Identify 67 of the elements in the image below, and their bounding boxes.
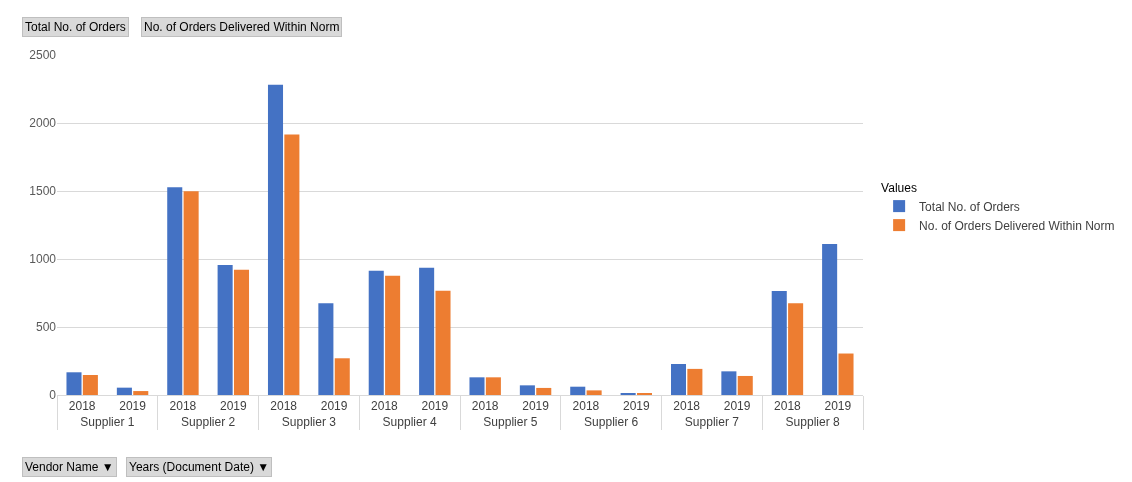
text: Supplier 8	[785, 415, 840, 430]
bar	[485, 377, 501, 395]
x-tick-label: 2018	[169, 399, 197, 414]
bar	[838, 353, 854, 395]
bar	[687, 368, 703, 395]
x-tick-label: 2019	[522, 399, 550, 414]
bar	[721, 371, 737, 395]
text: Supplier 1	[80, 415, 135, 430]
bar	[385, 275, 401, 395]
x-tick-label: 2018	[572, 399, 600, 414]
x-tick-label: 2019	[723, 399, 751, 414]
bar	[586, 390, 602, 395]
bar	[419, 267, 435, 395]
bar	[788, 303, 804, 395]
bar	[822, 244, 838, 395]
x-tick-label: 2018	[371, 399, 399, 414]
bar	[570, 386, 586, 395]
x-tick-label: 2018	[270, 399, 298, 414]
bar	[519, 385, 535, 395]
y-tick-label: 500	[35, 320, 57, 335]
bar	[670, 363, 687, 395]
bar	[167, 187, 183, 395]
x-tick-label: 2018	[673, 399, 701, 414]
bar	[334, 358, 350, 395]
bar	[737, 375, 753, 395]
bar	[771, 291, 787, 395]
text: Supplier 6	[584, 415, 639, 430]
x-tick-label: 2019	[824, 399, 852, 414]
bar	[66, 372, 82, 395]
x-tick-label: 2019	[421, 399, 449, 414]
legend-label: Total No. of Orders	[919, 199, 1020, 214]
bar	[318, 303, 334, 395]
y-tick-label: 1000	[29, 252, 57, 267]
text: Supplier 2	[181, 415, 236, 430]
x-tick-label: 2019	[320, 399, 348, 414]
x-tick-label: 2018	[774, 399, 802, 414]
bar	[469, 377, 485, 395]
bar	[183, 191, 199, 395]
bar	[217, 265, 233, 395]
x-tick-label: 2019	[622, 399, 650, 414]
text: Supplier 3	[281, 415, 337, 430]
bar	[284, 134, 300, 395]
y-tick-label: 1500	[29, 184, 57, 199]
text: Supplier 5	[483, 415, 538, 430]
bar	[536, 387, 552, 395]
text: Years (Document Date) ▼	[129, 460, 270, 474]
legend-label: No. of Orders Delivered Within Norm	[919, 218, 1115, 233]
text: Supplier 4	[382, 415, 437, 430]
text: Vendor Name ▼	[25, 460, 114, 474]
text: No. of Orders Delivered Within Norm	[144, 20, 340, 34]
bar	[82, 375, 98, 395]
legend-title: Values	[881, 180, 917, 195]
bar	[267, 84, 284, 395]
bar	[116, 387, 132, 395]
bar	[233, 269, 250, 395]
y-tick-label: 2000	[29, 116, 57, 131]
text: Total No. of Orders	[25, 20, 126, 34]
y-tick-label: 2500	[29, 48, 57, 63]
x-tick-label: 2019	[119, 399, 147, 414]
bar	[435, 290, 451, 395]
y-tick-label: 0	[49, 388, 57, 403]
x-tick-label: 2019	[219, 399, 247, 414]
bar	[368, 270, 384, 395]
x-tick-label: 2018	[471, 399, 499, 414]
text: Supplier 7	[684, 415, 740, 430]
x-tick-label: 2018	[68, 399, 96, 414]
bar	[133, 391, 149, 395]
